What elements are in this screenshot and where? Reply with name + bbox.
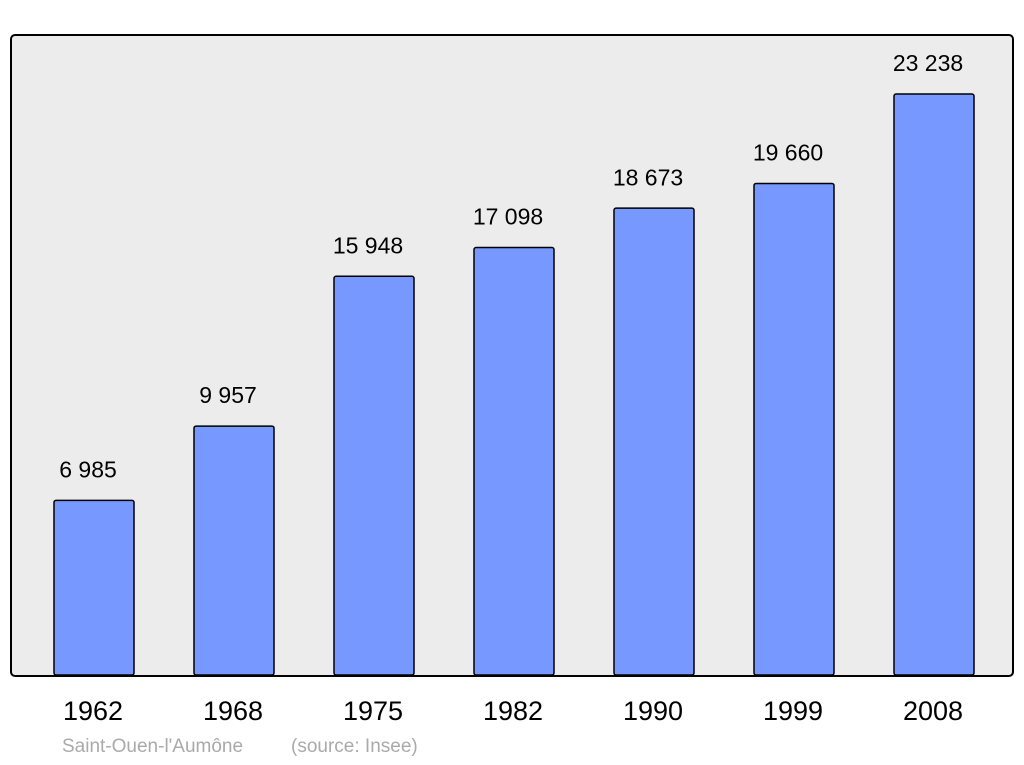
- x-tick-label: 1975: [343, 696, 403, 726]
- bar: [53, 499, 135, 676]
- bar: [193, 425, 275, 676]
- caption: Saint-Ouen-l'Aumône: [62, 736, 243, 757]
- bar: [473, 246, 555, 676]
- x-tick-label: 2008: [903, 696, 963, 726]
- bar: [893, 93, 975, 676]
- x-tick-label: 1990: [623, 696, 683, 726]
- bar: [333, 275, 415, 676]
- x-tick-label: 1999: [763, 696, 823, 726]
- value-label: 15 948: [333, 232, 403, 258]
- value-label: 6 985: [59, 456, 117, 482]
- value-label: 17 098: [473, 204, 543, 230]
- value-label: 19 660: [753, 140, 823, 166]
- value-label: 18 673: [613, 164, 683, 190]
- value-label: 9 957: [199, 382, 257, 408]
- x-tick-label: 1962: [63, 696, 123, 726]
- bar: [613, 207, 695, 676]
- source: (source: Insee): [291, 736, 418, 757]
- x-tick-label: 1982: [483, 696, 543, 726]
- x-tick-label: 1968: [203, 696, 263, 726]
- bar: [753, 182, 835, 676]
- value-label: 23 238: [893, 50, 963, 76]
